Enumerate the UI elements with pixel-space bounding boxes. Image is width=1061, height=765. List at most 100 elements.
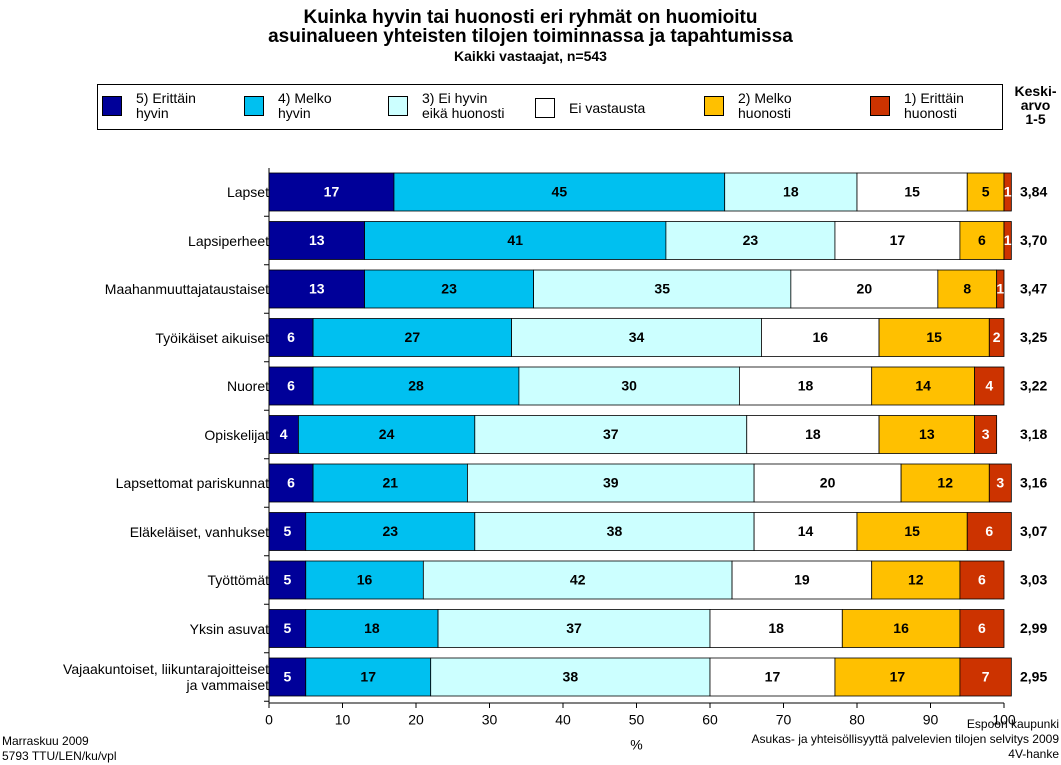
legend-swatch	[870, 96, 890, 116]
mean-label: 2,99	[1020, 620, 1047, 636]
x-tick-label: 40	[555, 712, 571, 728]
footer-left: 5793 TTU/LEN/ku/vpl	[2, 749, 117, 763]
data-label: 6	[287, 329, 295, 345]
bar-segment	[268, 221, 365, 260]
legend-swatch	[388, 96, 408, 116]
bar-segment	[364, 269, 534, 309]
data-label: 12	[908, 572, 924, 588]
mean-label: 3,25	[1020, 329, 1047, 345]
x-tick-label: 20	[408, 712, 424, 728]
bar-segment	[878, 415, 975, 454]
data-label: 2	[993, 329, 1001, 345]
data-label: 1	[996, 281, 1004, 297]
bar-segment	[312, 463, 468, 503]
data-label: 21	[382, 475, 398, 491]
bar-segment	[430, 657, 711, 697]
data-label: 45	[552, 184, 568, 200]
data-label: 37	[603, 426, 619, 442]
data-label: 13	[309, 281, 325, 297]
x-tick-label: 50	[629, 712, 645, 728]
bar-segment	[724, 172, 858, 212]
bar-segment	[268, 657, 307, 697]
bar-segment	[268, 512, 307, 551]
data-label: 30	[621, 378, 637, 394]
bar-segment	[1003, 172, 1012, 212]
data-label: 28	[408, 378, 424, 394]
bar-segment	[790, 269, 939, 309]
y-tick-label: Lapsettomat pariskunnat	[115, 475, 269, 491]
mean-label: 3,16	[1020, 475, 1047, 491]
bar-segment	[731, 560, 873, 600]
legend-label: 2) Melko huonosti	[738, 90, 792, 121]
data-label: 15	[904, 523, 920, 539]
bar-segment	[268, 172, 395, 212]
mean-label: 3,03	[1020, 572, 1047, 588]
bar-segment	[856, 172, 968, 212]
data-label: 4	[985, 378, 993, 394]
bar-segment	[268, 415, 299, 454]
bar-segment	[393, 172, 726, 212]
data-label: 35	[654, 281, 670, 297]
bar-segment	[834, 657, 961, 697]
y-tick-label: Työikäiset aikuiset	[155, 329, 269, 346]
mean-header: Keski- arvo 1-5	[1014, 83, 1057, 127]
data-label: 17	[765, 669, 781, 685]
legend-swatch	[704, 96, 724, 116]
data-label: 16	[812, 329, 828, 345]
legend-label: 5) Erittäin hyvin	[136, 90, 196, 121]
data-label: 14	[798, 523, 814, 539]
bar-segment	[871, 560, 961, 600]
mean-label: 3,18	[1020, 426, 1047, 442]
x-tick-label: 80	[849, 712, 865, 728]
data-label: 17	[324, 184, 340, 200]
bar-segment	[959, 560, 1005, 600]
legend-swatch	[102, 96, 122, 116]
bar-segment	[268, 318, 314, 357]
data-label: 7	[982, 669, 990, 685]
mean-label: 3,84	[1020, 184, 1047, 200]
data-label: 6	[287, 378, 295, 394]
y-tick-label: Vajaakuntoiset, liikuntarajoitteiset ja …	[63, 661, 269, 693]
y-tick-label: Nuoret	[226, 378, 269, 394]
bar-segment	[364, 221, 667, 260]
data-label: 38	[607, 523, 623, 539]
data-label: 18	[798, 378, 814, 394]
bar-segment	[841, 609, 961, 648]
y-tick-label: Maahanmuuttajataustaiset	[104, 281, 269, 297]
data-label: 27	[405, 329, 421, 345]
legend-item: Ei vastausta	[535, 98, 645, 118]
bar-segment	[1003, 221, 1012, 260]
data-label: 19	[794, 572, 810, 588]
x-axis-label: %	[630, 737, 642, 753]
legend-label: 3) Ei hyvin eikä huonosti	[422, 90, 505, 121]
bar-segment	[437, 609, 711, 648]
x-tick-label: 10	[335, 712, 351, 728]
data-label: 34	[629, 329, 645, 345]
data-label: 6	[985, 523, 993, 539]
legend-swatch	[535, 98, 555, 118]
legend-item: 1) Erittäin huonosti	[870, 91, 964, 121]
data-label: 6	[978, 232, 986, 248]
bar-segment	[900, 463, 990, 503]
bar-segment	[988, 318, 1005, 357]
x-tick-label: 70	[776, 712, 792, 728]
data-label: 6	[978, 620, 986, 636]
x-tick-label: 0	[265, 712, 273, 728]
bar-segment	[268, 463, 314, 503]
bar-segment	[305, 560, 424, 600]
x-tick-label: 90	[923, 712, 939, 728]
legend-swatch	[244, 96, 264, 116]
bar-segment	[959, 609, 1005, 648]
bar-segment	[856, 512, 968, 551]
bar-segment	[753, 463, 902, 503]
data-label: 23	[382, 523, 398, 539]
data-label: 8	[963, 281, 971, 297]
data-label: 5	[283, 572, 291, 588]
x-tick-label: 60	[702, 712, 718, 728]
mean-label: 3,07	[1020, 523, 1047, 539]
data-label: 4	[280, 426, 288, 442]
data-label: 37	[566, 620, 582, 636]
legend-item: 3) Ei hyvin eikä huonosti	[388, 91, 505, 121]
bar-segment	[474, 415, 748, 454]
data-label: 6	[978, 572, 986, 588]
